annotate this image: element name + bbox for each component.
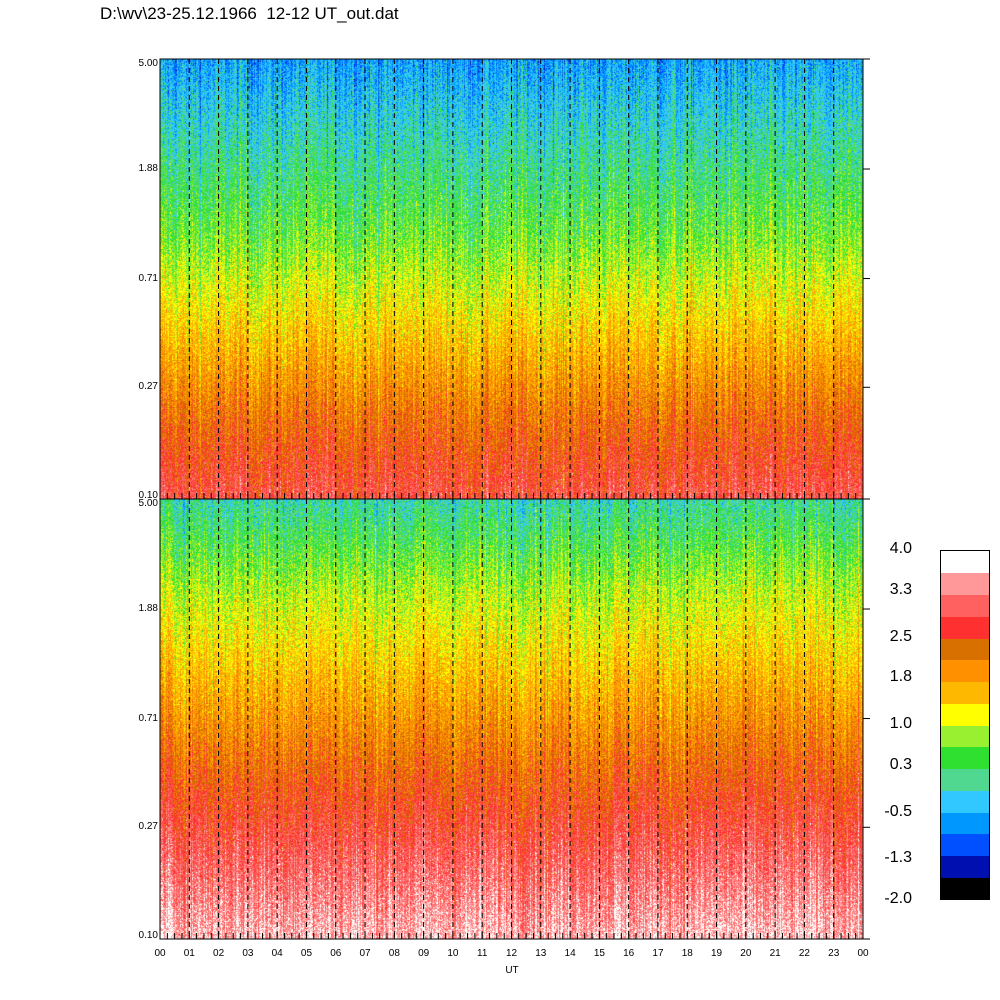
colorbar-label: 1.8 (889, 668, 912, 686)
colorbar-segment (941, 703, 989, 726)
x-axis-title: UT (505, 965, 519, 976)
x-tick-label: 07 (359, 948, 371, 959)
colorbar-segment (941, 681, 989, 704)
colorbar-segment (941, 594, 989, 617)
x-tick-label: 14 (564, 948, 576, 959)
x-tick-label: 01 (183, 948, 195, 959)
x-tick-label: 11 (477, 948, 488, 959)
colorbar-segment (941, 790, 989, 813)
x-tick-label: 09 (418, 948, 430, 959)
x-tick-label: 10 (447, 948, 459, 959)
x-tick-label: 21 (769, 948, 781, 959)
colorbar-segment (941, 616, 989, 639)
x-tick-label: 15 (593, 948, 605, 959)
y-tick-label: 5.00 (138, 58, 158, 69)
colorbar-label: 2.5 (889, 627, 912, 645)
x-tick-label: 16 (623, 948, 635, 959)
x-tick-label: 12 (505, 948, 518, 959)
y-tick-label: 0.27 (138, 381, 158, 393)
chart-title: D:\wv\23-25.12.1966 12-12 UT_out.dat (100, 4, 399, 23)
colorbar-segment (941, 638, 989, 661)
x-tick-label: 03 (242, 948, 254, 959)
bottom-spectrogram-panel (159, 498, 870, 940)
x-tick-label: 22 (798, 948, 810, 959)
colorbar-label: -2.0 (884, 890, 912, 907)
x-tick-label: 02 (213, 948, 225, 959)
x-tick-label: 19 (710, 948, 723, 959)
colorbar-label: -0.5 (884, 802, 912, 820)
colorbar-segment (941, 877, 989, 900)
y-tick-label: 0.71 (138, 712, 158, 724)
colorbar-segment (941, 812, 989, 835)
colorbar-segment (941, 855, 989, 878)
x-tick-label: 18 (681, 948, 693, 959)
y-tick-label: 0.10 (138, 930, 158, 941)
x-tick-label: 04 (271, 948, 283, 959)
x-tick-label: 23 (828, 948, 840, 959)
x-tick-label: 00 (857, 948, 869, 959)
colorbar-segment (941, 659, 989, 682)
colorbar-segment (941, 551, 989, 574)
colorbar-label: 3.3 (889, 580, 912, 598)
x-tick-label: 00 (154, 948, 166, 959)
y-tick-label: 0.71 (138, 272, 158, 284)
colorbar-label: 4.0 (889, 540, 912, 557)
x-tick-label: 13 (535, 948, 547, 959)
top-spectrogram-panel (159, 58, 870, 500)
colorbar-segment (941, 746, 989, 769)
colorbar-segment (941, 833, 989, 856)
x-tick-label: 08 (388, 948, 400, 959)
colorbar-segment (941, 572, 989, 595)
x-tick-label: 06 (330, 948, 342, 959)
colorbar-segment (941, 768, 989, 791)
x-tick-label: 20 (740, 948, 752, 959)
colorbar (940, 550, 990, 900)
y-tick-label: 0.27 (138, 821, 158, 833)
colorbar-segment (941, 725, 989, 748)
colorbar-label: 1.0 (889, 715, 912, 732)
top-panel-overlay (159, 58, 870, 500)
colorbar-label: 0.3 (889, 755, 912, 773)
colorbar-label: -1.3 (884, 849, 912, 867)
y-tick-label: 1.88 (138, 163, 158, 175)
bottom-panel-overlay (159, 498, 870, 940)
x-tick-label: 05 (300, 948, 313, 959)
x-tick-label: 17 (652, 948, 664, 959)
y-tick-label: 5.00 (138, 498, 158, 509)
y-tick-label: 0.10 (138, 490, 158, 501)
y-tick-label: 1.88 (138, 603, 158, 615)
